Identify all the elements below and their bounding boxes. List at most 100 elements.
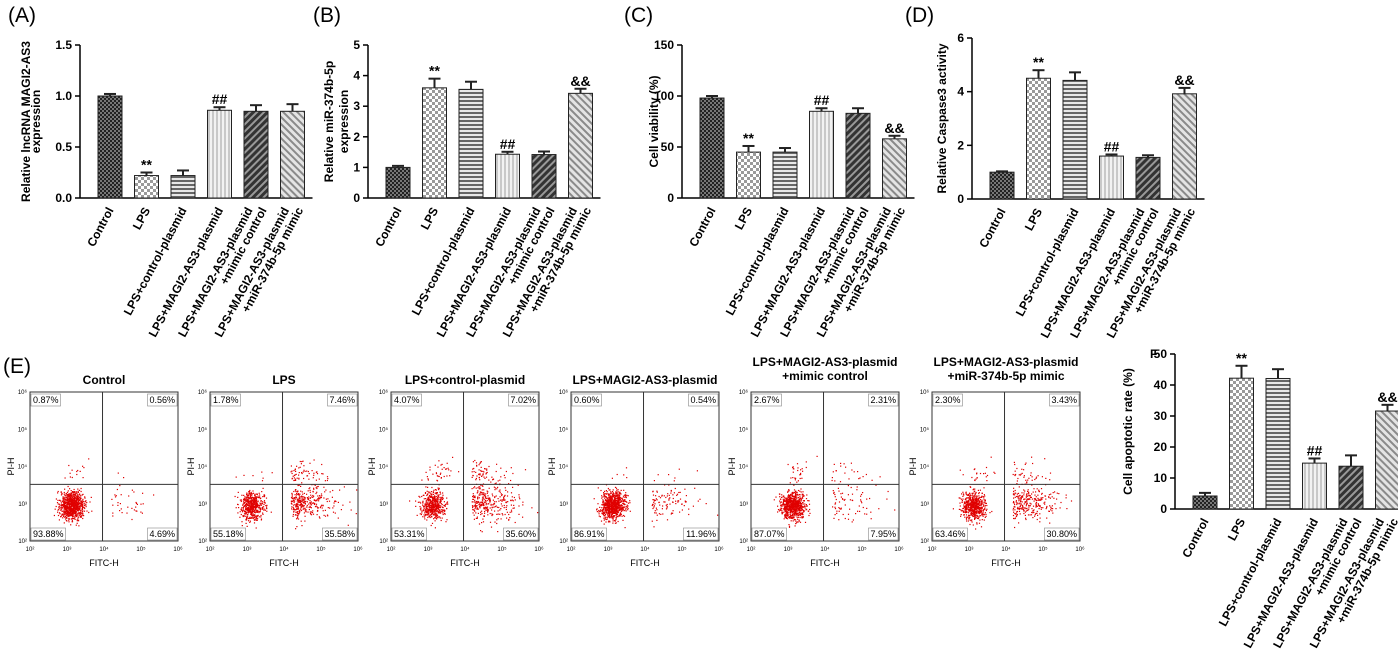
scatter-point [654,499,656,501]
scatter-point [79,503,82,505]
scatter-point [522,504,524,506]
scatter-point [786,506,788,508]
scatter-point [296,465,298,467]
scatter-point [609,510,611,512]
y-tick-label: 10⁵ [559,426,569,433]
scatter-point [608,509,610,511]
scatter-point [784,510,786,512]
scatter-point [606,510,608,512]
scatter-point [605,505,607,507]
scatter-point [73,510,75,512]
scatter-point [790,516,792,518]
scatter-point [419,496,421,498]
scatter-point [72,498,74,500]
scatter-point [604,508,606,510]
scatter-point [72,508,74,510]
scatter-point [256,501,258,503]
scatter-point [785,510,787,512]
scatter-point [616,507,618,509]
scatter-point [321,504,323,506]
scatter-point [477,501,480,503]
scatter-point [802,511,804,513]
scatter-point [614,494,616,496]
scatter-point [253,522,256,524]
scatter-point [664,484,666,486]
scatter-point [114,494,116,496]
scatter-point [431,505,433,507]
scatter-point [483,493,485,495]
scatter-point [75,493,77,495]
scatter-point [793,519,795,521]
scatter-point [609,505,611,507]
scatter-point [785,510,787,512]
scatter-point [436,493,438,495]
scatter-point [296,492,298,495]
scatter-point [248,490,250,493]
scatter-point [790,520,792,522]
scatter-point [665,504,667,506]
scatter-point [505,470,507,473]
scatter-point [133,491,135,493]
scatter-point [967,497,969,499]
scatter-point [258,507,260,509]
scatter-point [327,515,329,517]
scatter-point [68,507,70,509]
scatter-point [296,500,298,502]
scatter-point [302,471,304,473]
quadrant-value: 53.31% [394,529,425,539]
scatter-point [779,500,781,502]
scatter-point [88,458,90,460]
scatter-point [64,513,66,515]
scatter-point [493,501,496,503]
scatter-point [780,504,782,506]
scatter-point [802,516,804,519]
scatter-point [799,477,801,480]
scatter-point [246,519,248,521]
scatter-point [617,512,619,514]
scatter-point [794,479,796,481]
scatter-point [83,510,86,512]
scatter-point [79,505,81,507]
scatter-point [480,469,482,472]
scatter-point [71,494,73,496]
scatter-point [438,475,440,478]
scatter-point [425,506,427,508]
scatter-point [65,507,67,509]
scatter-point [72,509,75,511]
scatter-point [485,493,487,495]
y-tick-label: 10⁴ [559,464,569,471]
scatter-point [787,511,789,513]
scatter-point [474,510,476,512]
scatter-point [85,503,87,505]
scatter-point [255,499,257,501]
scatter-point [862,492,864,494]
scatter-point [623,496,625,498]
scatter-point [615,487,618,489]
scatter-point [434,496,436,498]
scatter-point [296,477,298,479]
scatter-point [80,487,82,490]
scatter-point [621,515,623,517]
scatter-point [781,496,783,498]
scatter-point [308,488,310,490]
scatter-point [804,503,806,505]
scatter-point [887,490,889,493]
scatter-point [63,515,65,517]
scatter-point [474,495,476,497]
scatter-point [458,471,460,473]
scatter-point [437,516,439,518]
scatter-point [251,504,253,506]
scatter-point [627,502,630,504]
significance-mark: ## [212,91,228,107]
scatter-point [618,495,620,497]
scatter-point [250,511,252,513]
scatter-point [789,508,791,510]
scatter-point [856,489,858,491]
scatter-point [488,487,490,489]
scatter-point [291,506,293,508]
scatter-point [802,515,804,518]
scatter-point [313,472,315,474]
scatter-point [1022,505,1024,507]
scatter-point [298,504,300,506]
